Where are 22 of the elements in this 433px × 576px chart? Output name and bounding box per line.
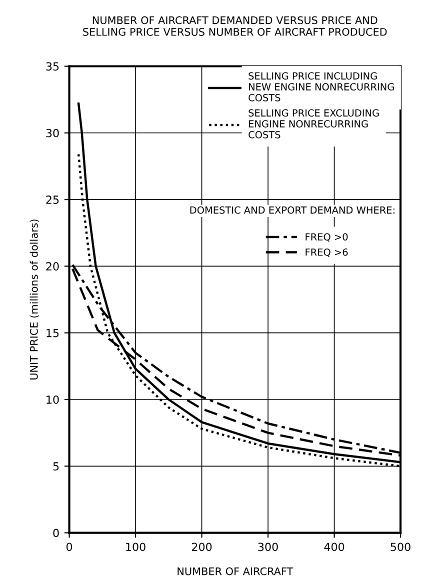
x-tick-label: 300 — [258, 542, 278, 552]
chart-title: NUMBER OF AIRCRAFT DEMANDED VERSUS PRICE AND SELLING PRICE VERSUS NUMBER OF AIRCRAFT PRODUCED — [83, 16, 387, 36]
legend-label: SELLING PRICE EXCLUDING ENGINE NONRECURRING COSTS — [248, 109, 379, 138]
x-tick-label: 0 — [66, 542, 72, 552]
y-axis-title: UNIT PRICE (millions of dollars) — [30, 220, 40, 380]
legend-label: FREQ >0 — [306, 233, 348, 242]
y-tick-label: 30 — [46, 128, 59, 138]
x-axis-title: NUMBER OF AIRCRAFT — [178, 567, 294, 576]
y-tick-label: 20 — [46, 262, 59, 271]
legend-label: FREQ >6 — [306, 248, 348, 257]
y-tick-label: 25 — [46, 196, 59, 204]
x-tick-label: 500 — [390, 542, 410, 552]
y-tick-label: 15 — [46, 328, 59, 338]
annotation: DOMESTIC AND EXPORT DEMAND WHERE: — [190, 206, 394, 214]
y-tick-label: 0 — [53, 528, 59, 538]
y-tick-label: 5 — [53, 462, 59, 471]
y-tick-label: 10 — [46, 395, 59, 404]
y-tick-label: 35 — [46, 62, 59, 71]
x-tick-label: 200 — [192, 542, 212, 552]
x-tick-label: 100 — [126, 542, 146, 552]
legend-label: SELLING PRICE INCLUDING NEW ENGINE NONRECURRING COSTS — [248, 72, 394, 102]
x-tick-label: 400 — [324, 542, 344, 552]
